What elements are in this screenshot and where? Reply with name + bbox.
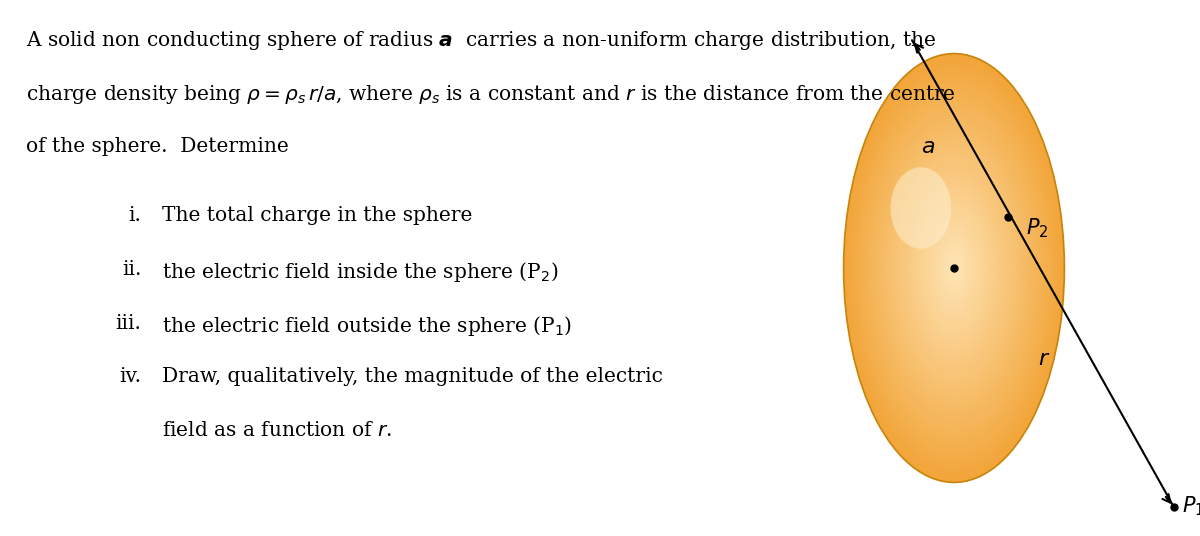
Ellipse shape	[943, 247, 965, 289]
Ellipse shape	[913, 189, 995, 347]
Text: A solid non conducting sphere of radius $\boldsymbol{a}$  carries a non-uniform : A solid non conducting sphere of radius …	[26, 29, 936, 53]
Ellipse shape	[919, 200, 989, 336]
Ellipse shape	[950, 261, 958, 275]
Ellipse shape	[901, 165, 1007, 371]
Ellipse shape	[895, 154, 1013, 382]
Ellipse shape	[865, 96, 1043, 440]
Ellipse shape	[869, 103, 1039, 433]
Ellipse shape	[874, 111, 1034, 425]
Ellipse shape	[890, 167, 952, 249]
Text: the electric field outside the sphere (P$_1$): the electric field outside the sphere (P…	[162, 314, 572, 338]
Ellipse shape	[858, 82, 1050, 454]
Ellipse shape	[884, 132, 1024, 404]
Ellipse shape	[875, 114, 1033, 422]
Text: ii.: ii.	[122, 260, 142, 279]
Ellipse shape	[850, 64, 1058, 472]
Ellipse shape	[888, 139, 1020, 397]
Ellipse shape	[926, 214, 982, 322]
Ellipse shape	[899, 161, 1009, 375]
Ellipse shape	[844, 54, 1064, 482]
Ellipse shape	[929, 218, 979, 318]
Ellipse shape	[881, 125, 1027, 411]
Ellipse shape	[917, 197, 991, 339]
Text: i.: i.	[128, 206, 142, 225]
Ellipse shape	[854, 75, 1054, 461]
Ellipse shape	[878, 122, 1030, 414]
Ellipse shape	[886, 136, 1022, 400]
Text: of the sphere.  Determine: of the sphere. Determine	[26, 137, 289, 155]
Ellipse shape	[877, 118, 1031, 418]
Ellipse shape	[857, 79, 1051, 457]
Text: field as a function of $r$.: field as a function of $r$.	[162, 421, 392, 440]
Ellipse shape	[937, 236, 971, 300]
Text: iv.: iv.	[120, 367, 142, 386]
Text: Draw, qualitatively, the magnitude of the electric: Draw, qualitatively, the magnitude of th…	[162, 367, 662, 386]
Text: charge density being $\rho = \rho_s\, r/a$, where $\rho_s$ is a constant and $r$: charge density being $\rho = \rho_s\, r/…	[26, 83, 956, 106]
Ellipse shape	[923, 207, 985, 329]
Ellipse shape	[908, 178, 1000, 358]
Ellipse shape	[941, 243, 967, 293]
Ellipse shape	[930, 221, 978, 315]
Text: the electric field inside the sphere (P$_2$): the electric field inside the sphere (P$…	[162, 260, 558, 284]
Text: The total charge in the sphere: The total charge in the sphere	[162, 206, 473, 225]
Ellipse shape	[860, 86, 1048, 450]
Text: $P_2$: $P_2$	[1026, 216, 1049, 240]
Ellipse shape	[932, 225, 976, 311]
Ellipse shape	[846, 57, 1062, 479]
Ellipse shape	[940, 240, 968, 296]
Ellipse shape	[952, 264, 956, 272]
Ellipse shape	[920, 204, 988, 332]
Ellipse shape	[862, 90, 1046, 446]
Text: $P_1$: $P_1$	[1182, 495, 1200, 518]
Ellipse shape	[864, 93, 1044, 443]
Ellipse shape	[847, 61, 1061, 475]
Ellipse shape	[944, 250, 964, 286]
Ellipse shape	[936, 232, 972, 304]
Ellipse shape	[892, 146, 1016, 390]
Ellipse shape	[948, 257, 960, 279]
Text: $a$: $a$	[920, 136, 935, 159]
Ellipse shape	[871, 107, 1037, 429]
Ellipse shape	[868, 100, 1040, 436]
Ellipse shape	[924, 211, 984, 325]
Ellipse shape	[934, 229, 974, 307]
Ellipse shape	[916, 193, 992, 343]
Ellipse shape	[902, 168, 1006, 368]
Ellipse shape	[853, 71, 1055, 465]
Ellipse shape	[882, 129, 1026, 407]
Ellipse shape	[906, 175, 1002, 361]
Ellipse shape	[896, 157, 1012, 379]
Ellipse shape	[910, 182, 998, 354]
Ellipse shape	[912, 186, 996, 350]
Ellipse shape	[889, 143, 1019, 393]
Ellipse shape	[905, 172, 1003, 364]
Text: $r$: $r$	[1038, 348, 1050, 370]
Text: iii.: iii.	[115, 314, 142, 332]
Ellipse shape	[851, 68, 1057, 468]
Ellipse shape	[893, 150, 1015, 386]
Ellipse shape	[947, 254, 961, 282]
